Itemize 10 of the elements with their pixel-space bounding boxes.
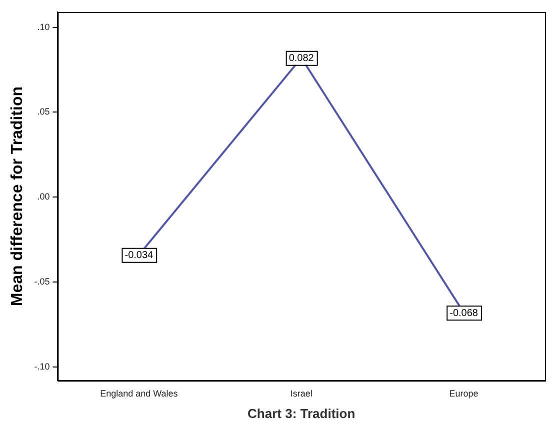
x-tick-label: Israel: [290, 388, 312, 398]
y-tick-label: .05: [37, 106, 50, 117]
y-tick-label: .10: [37, 22, 50, 32]
x-tick-label: Europe: [449, 388, 478, 398]
x-tick-label: England and Wales: [100, 388, 178, 398]
y-axis-title: Mean difference for Tradition: [9, 86, 26, 306]
y-tick-label: .00: [37, 192, 50, 202]
y-tick-label: -.05: [34, 276, 50, 287]
x-axis-title: Chart 3: Tradition: [248, 406, 356, 421]
y-tick-label: -.10: [34, 361, 50, 372]
